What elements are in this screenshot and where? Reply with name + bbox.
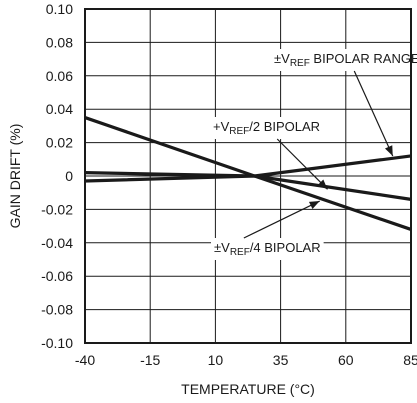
y-tick-label: 0.06 [46, 68, 73, 84]
y-tick-label: 0 [65, 168, 73, 184]
y-tick-label: 0.02 [46, 135, 73, 151]
x-tick-label: 10 [208, 352, 224, 368]
y-tick-label: -0.10 [41, 335, 73, 351]
y-tick-label: -0.06 [41, 268, 73, 284]
x-tick-label: -15 [140, 352, 160, 368]
annotations: ±VREF BIPOLAR RANGE+VREF/2 BIPOLAR±VREF/… [210, 49, 417, 260]
series-line-2 [85, 173, 411, 200]
y-tick-label: -0.04 [41, 235, 73, 251]
x-axis-label: TEMPERATURE (°C) [181, 381, 315, 397]
y-tick-label: 0.08 [46, 34, 73, 50]
y-tick-label: -0.08 [41, 302, 73, 318]
x-tick-label: 35 [273, 352, 289, 368]
y-tick-label: -0.02 [41, 201, 73, 217]
annotation-arrowhead [385, 145, 393, 156]
x-tick-label: 85 [403, 352, 417, 368]
annotation-arrowhead [309, 201, 320, 209]
y-tick-labels: 0.10 0.08 0.06 0.04 0.02 0 -0.02 -0.04 -0.06 -0.0… [41, 1, 73, 351]
y-axis-label: GAIN DRIFT (%) [7, 124, 23, 229]
x-tick-labels: -40 -15 10 35 60 85 [75, 352, 417, 368]
x-tick-label: -40 [75, 352, 95, 368]
x-tick-label: 60 [338, 352, 354, 368]
y-tick-label: 0.10 [46, 1, 73, 17]
y-tick-label: 0.04 [46, 101, 73, 117]
annotation-leader [354, 71, 392, 156]
annotation-leader [244, 201, 320, 238]
